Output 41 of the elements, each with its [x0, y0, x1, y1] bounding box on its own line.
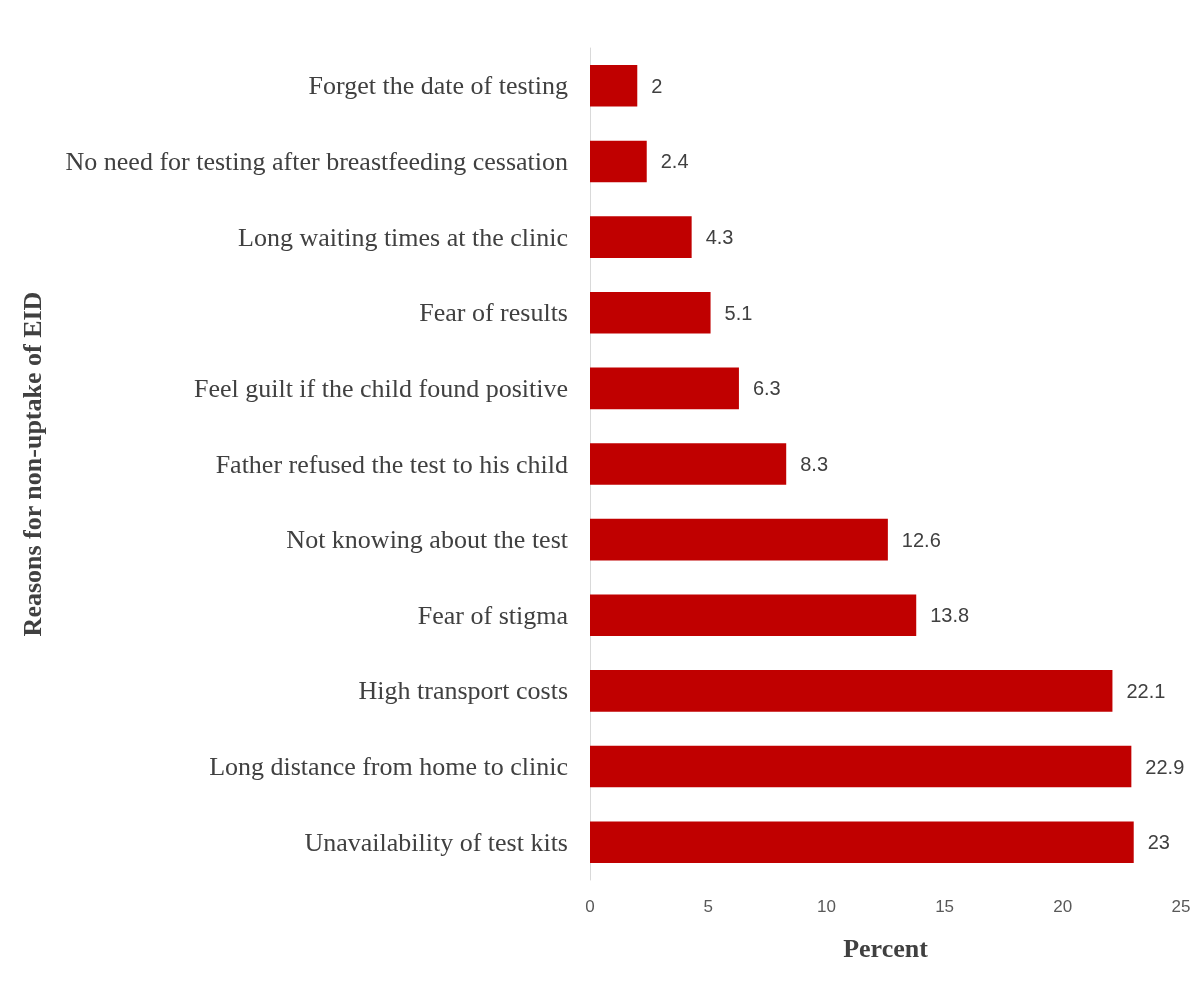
- data-label: 5.1: [724, 301, 753, 324]
- bar: [590, 518, 888, 561]
- data-label: 2: [651, 74, 663, 97]
- data-label: 8.3: [800, 453, 829, 475]
- y-tick-label: Long distance from home to clinic: [209, 752, 568, 782]
- y-tick-label: Forget the date of testing: [308, 71, 568, 101]
- y-tick-label: No need for testing after breastfeeding cessation: [65, 146, 568, 176]
- data-label: 13.8: [930, 604, 970, 627]
- y-tick-label: Fear of stigma: [417, 600, 569, 630]
- bar: [590, 670, 1113, 712]
- data-label: 23: [1147, 831, 1170, 854]
- data-label: 12.6: [901, 528, 941, 551]
- y-axis-title: Reasons for non-uptake of EID: [17, 291, 47, 637]
- data-label: 22.9: [1145, 755, 1185, 778]
- bar: [590, 367, 739, 410]
- bar: [590, 140, 647, 183]
- x-tick-label: 5: [703, 897, 713, 916]
- data-label: 22.1: [1126, 679, 1166, 702]
- data-label: 6.3: [752, 377, 781, 400]
- y-tick-label: Fear of results: [419, 298, 568, 328]
- y-tick-label: Father refused the test to his child: [215, 449, 568, 479]
- x-axis-title: Percent: [843, 933, 929, 963]
- x-tick-label: 15: [935, 897, 955, 916]
- bar: [590, 821, 1134, 863]
- bar: [590, 745, 1132, 788]
- data-label: 2.4: [660, 150, 689, 173]
- x-tick-label: 20: [1053, 897, 1073, 916]
- x-tick-label: 10: [816, 897, 836, 916]
- bar: [590, 594, 917, 637]
- x-tick-label: 25: [1171, 897, 1191, 916]
- y-tick-label: Unavailability of test kits: [304, 827, 568, 857]
- bar: [590, 443, 787, 485]
- x-tick-label: 0: [585, 897, 595, 916]
- bar: [590, 291, 711, 334]
- y-tick-label: Not knowing about the test: [286, 525, 569, 555]
- bar: [590, 216, 692, 258]
- y-tick-label: High transport costs: [358, 676, 568, 706]
- bar: [590, 65, 638, 107]
- data-label: 4.3: [705, 226, 734, 249]
- y-tick-label: Feel guilt if the child found positive: [193, 373, 568, 403]
- y-tick-label: Long waiting times at the clinic: [238, 222, 568, 252]
